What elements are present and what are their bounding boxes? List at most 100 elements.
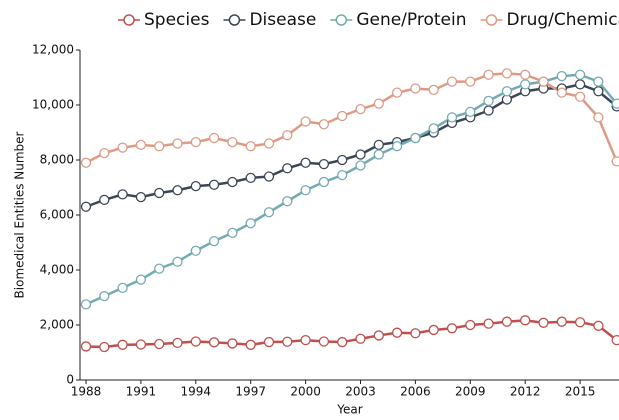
point <box>520 315 531 326</box>
point <box>593 112 604 123</box>
y-tick-label: 8,000 <box>40 153 74 167</box>
y-tick-label: 12,000 <box>32 43 74 57</box>
point <box>245 172 256 184</box>
point <box>593 86 604 97</box>
point <box>172 256 183 267</box>
legend-marker <box>123 14 135 26</box>
point <box>154 338 165 350</box>
point <box>611 334 619 346</box>
point <box>428 123 439 134</box>
legend-label: Species <box>144 10 210 30</box>
point <box>410 132 421 144</box>
point <box>263 138 275 149</box>
point <box>574 79 586 90</box>
point <box>373 98 384 109</box>
point <box>483 105 494 116</box>
x-tick-label: 2009 <box>455 385 486 399</box>
x-tick-label: 2012 <box>510 385 541 399</box>
point <box>574 69 586 80</box>
x-axis-label: Year <box>336 403 362 417</box>
point <box>611 98 619 109</box>
point <box>337 154 348 166</box>
point <box>391 141 403 152</box>
point <box>355 333 366 344</box>
series-line <box>85 73 618 306</box>
point <box>208 132 220 144</box>
y-tick-label: 10,000 <box>32 98 74 112</box>
y-tick-label: 6,000 <box>40 208 74 222</box>
point <box>117 339 128 350</box>
series-line <box>85 319 618 349</box>
point <box>337 110 348 122</box>
x-tick-label: 2003 <box>345 385 376 399</box>
point <box>227 176 238 188</box>
point <box>190 136 201 148</box>
point <box>520 79 531 90</box>
point <box>282 336 293 347</box>
point <box>117 142 128 153</box>
point <box>154 141 165 152</box>
point <box>282 196 293 207</box>
point <box>373 149 384 160</box>
point <box>501 316 513 327</box>
point <box>556 70 567 82</box>
x-tick-label: 2006 <box>400 385 431 399</box>
point <box>520 69 531 80</box>
x-tick-label: 2000 <box>290 385 321 399</box>
point <box>263 171 275 182</box>
point <box>208 179 220 190</box>
series-line <box>85 72 618 164</box>
point <box>501 68 513 79</box>
point <box>483 318 494 329</box>
point <box>99 147 110 159</box>
point <box>190 245 201 256</box>
x-tick-label: 1991 <box>126 385 157 399</box>
point <box>282 163 293 174</box>
point <box>355 149 366 160</box>
point <box>190 180 201 192</box>
x-tick-label: 1988 <box>71 385 102 399</box>
point <box>337 169 348 181</box>
point <box>556 316 567 327</box>
point <box>135 339 147 350</box>
point <box>391 327 403 338</box>
point <box>300 157 311 168</box>
point <box>172 138 183 149</box>
point <box>80 341 92 352</box>
point <box>208 235 220 247</box>
point <box>465 319 476 331</box>
point <box>538 317 549 328</box>
y-tick-label: 0 <box>66 373 74 387</box>
point <box>593 76 604 87</box>
point <box>465 106 476 118</box>
point <box>135 274 147 285</box>
x-tick-label: 1994 <box>181 385 212 399</box>
point <box>483 69 494 80</box>
point <box>227 338 238 349</box>
point <box>318 119 330 130</box>
legend-label: Drug/Chemical <box>507 10 619 30</box>
point <box>611 156 619 167</box>
point <box>172 185 183 196</box>
point <box>117 282 128 294</box>
point <box>80 201 92 212</box>
point <box>574 91 586 102</box>
legend-marker <box>335 14 348 26</box>
point <box>318 158 330 170</box>
point <box>117 189 128 200</box>
point <box>446 76 458 87</box>
legend-label: Gene/Protein <box>356 10 466 30</box>
point <box>483 95 494 107</box>
point <box>300 334 311 346</box>
point <box>245 339 256 350</box>
point <box>190 336 201 347</box>
point <box>227 227 238 239</box>
point <box>355 103 366 115</box>
point <box>428 324 439 336</box>
y-tick-label: 2,000 <box>40 318 74 332</box>
point <box>501 86 513 97</box>
point <box>465 76 476 87</box>
point <box>556 87 567 98</box>
point <box>373 330 384 341</box>
